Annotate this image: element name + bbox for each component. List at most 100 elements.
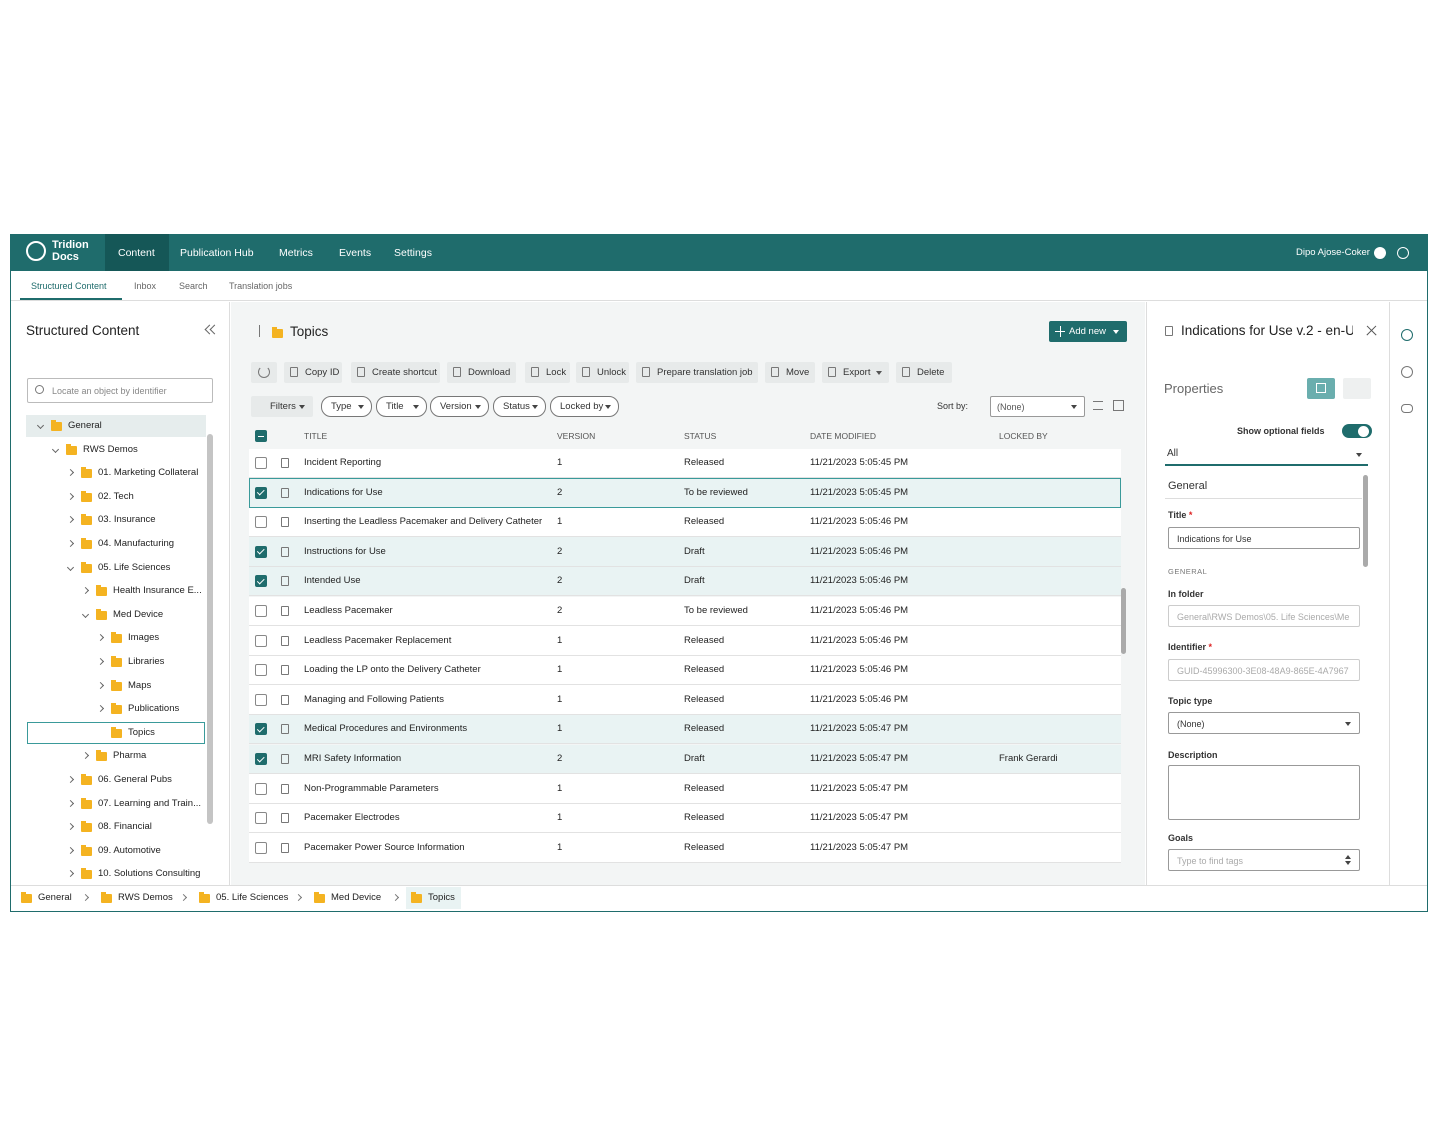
nav-tab[interactable]: Metrics	[279, 246, 313, 260]
chevron[interactable]	[82, 587, 89, 594]
chevron[interactable]	[67, 469, 74, 476]
doc-icon	[902, 367, 910, 377]
sub-nav-tab[interactable]: Structured Content	[31, 279, 107, 293]
chevron[interactable]	[67, 776, 74, 783]
row-checkbox[interactable]	[255, 783, 267, 795]
sub-nav-tab[interactable]: Translation jobs	[229, 279, 292, 293]
tree-label[interactable]: Publications	[128, 702, 179, 716]
breadcrumb-item[interactable]: RWS Demos	[118, 891, 173, 905]
column-header[interactable]: VERSION	[557, 429, 595, 443]
column-header[interactable]: LOCKED BY	[999, 429, 1048, 443]
list-view-icon[interactable]	[1093, 401, 1103, 410]
filter-button[interactable]: Status	[493, 396, 546, 417]
sub-nav-underline	[20, 298, 122, 300]
chevron[interactable]	[97, 705, 104, 712]
breadcrumb-item[interactable]: Topics	[428, 891, 455, 905]
toolbar-button[interactable]: Delete	[896, 362, 952, 383]
field-box[interactable]	[1168, 765, 1360, 820]
row-checkbox[interactable]	[255, 605, 267, 617]
tree-label[interactable]: Topics	[128, 726, 155, 740]
chevron[interactable]	[82, 611, 89, 618]
breadcrumb-item[interactable]: General	[38, 891, 72, 905]
tree-label[interactable]: 03. Insurance	[98, 513, 156, 527]
sub-nav-tab[interactable]: Inbox	[134, 279, 156, 293]
row-checkbox[interactable]	[255, 842, 267, 854]
tree-label[interactable]: Maps	[128, 679, 151, 693]
filter-button[interactable]: Locked by	[550, 396, 619, 417]
tree-label[interactable]: 07. Learning and Train...	[98, 797, 201, 811]
field-box[interactable]: Type to find tags	[1168, 849, 1360, 871]
history-icon[interactable]	[1401, 366, 1413, 378]
tree-label[interactable]: Health Insurance E...	[113, 584, 202, 598]
sub-nav-tab[interactable]: Search	[179, 279, 208, 293]
grid-view-icon[interactable]	[1113, 400, 1124, 411]
toolbar-button[interactable]: Export	[822, 362, 889, 383]
row-checkbox[interactable]	[255, 516, 267, 528]
filter-button[interactable]: Version	[430, 396, 489, 417]
chevron[interactable]	[67, 540, 74, 547]
field-box[interactable]: Indications for Use	[1168, 527, 1360, 549]
tree-label[interactable]: Libraries	[128, 655, 164, 669]
chevron[interactable]	[67, 870, 74, 877]
toolbar-button[interactable]: Download	[447, 362, 516, 383]
tree-label[interactable]: Images	[128, 631, 159, 645]
field-box[interactable]: (None)	[1168, 712, 1360, 734]
toolbar-button[interactable]: Unlock	[576, 362, 629, 383]
row-checkbox[interactable]	[255, 635, 267, 647]
toolbar-button[interactable]: Create shortcut	[351, 362, 440, 383]
chevron[interactable]	[97, 682, 104, 689]
row-checkbox[interactable]	[255, 812, 267, 824]
tree-label[interactable]: 10. Solutions Consulting	[98, 867, 200, 881]
column-header[interactable]: STATUS	[684, 429, 716, 443]
chevron[interactable]	[97, 658, 104, 665]
tree-label[interactable]: 08. Financial	[98, 820, 152, 834]
column-header[interactable]: TITLE	[304, 429, 327, 443]
search-box[interactable]: Locate an object by identifier	[27, 378, 213, 403]
links-icon[interactable]	[1401, 404, 1413, 413]
info-icon[interactable]	[1401, 329, 1413, 341]
toolbar-button[interactable]: Move	[765, 362, 815, 383]
nav-tab[interactable]: Events	[339, 246, 371, 260]
chevron[interactable]	[67, 564, 74, 571]
nav-tab[interactable]: Settings	[394, 246, 432, 260]
chevron[interactable]	[52, 446, 59, 453]
tree-label[interactable]: 05. Life Sciences	[98, 561, 170, 575]
tree-label[interactable]: 02. Tech	[98, 490, 134, 504]
column-header[interactable]: DATE MODIFIED	[810, 429, 876, 443]
tree-label[interactable]: Med Device	[113, 608, 163, 622]
chevron[interactable]	[67, 516, 74, 523]
chevron[interactable]	[67, 823, 74, 830]
sort-select[interactable]: (None)	[990, 396, 1085, 417]
filter-button[interactable]: Filters	[251, 396, 313, 417]
user-icon[interactable]	[1374, 247, 1386, 259]
user-name[interactable]: Dipo Ajose-Coker	[1296, 246, 1370, 260]
row-checkbox[interactable]	[255, 457, 267, 469]
chevron[interactable]	[67, 800, 74, 807]
tree-label[interactable]: Pharma	[113, 749, 146, 763]
chevron[interactable]	[82, 752, 89, 759]
nav-tab[interactable]: Publication Hub	[180, 246, 254, 260]
chevron[interactable]	[67, 847, 74, 854]
row-checkbox[interactable]	[255, 664, 267, 676]
chevron[interactable]	[97, 634, 104, 641]
filter-button[interactable]: Type	[321, 396, 372, 417]
tree-label[interactable]: 06. General Pubs	[98, 773, 172, 787]
folder-tab	[81, 562, 86, 565]
chevron[interactable]	[67, 493, 74, 500]
refresh-icon	[258, 366, 270, 378]
breadcrumb-item[interactable]: Med Device	[331, 891, 381, 905]
toolbar-button[interactable]: Copy ID	[284, 362, 342, 383]
tree-label[interactable]: 01. Marketing Collateral	[98, 466, 198, 480]
toolbar-button[interactable]: Lock	[525, 362, 570, 383]
add-new-button[interactable]: Add new	[1049, 321, 1127, 342]
tree-label[interactable]: General	[68, 419, 102, 433]
tree-label[interactable]: 09. Automotive	[98, 844, 161, 858]
filter-button[interactable]: Title	[376, 396, 427, 417]
nav-tab[interactable]: Content	[118, 246, 155, 260]
toolbar-button[interactable]: Prepare translation job	[636, 362, 758, 383]
help-icon[interactable]	[1397, 247, 1409, 259]
breadcrumb-item[interactable]: 05. Life Sciences	[216, 891, 288, 905]
row-checkbox[interactable]	[255, 694, 267, 706]
tree-label[interactable]: 04. Manufacturing	[98, 537, 174, 551]
tree-label[interactable]: RWS Demos	[83, 443, 138, 457]
